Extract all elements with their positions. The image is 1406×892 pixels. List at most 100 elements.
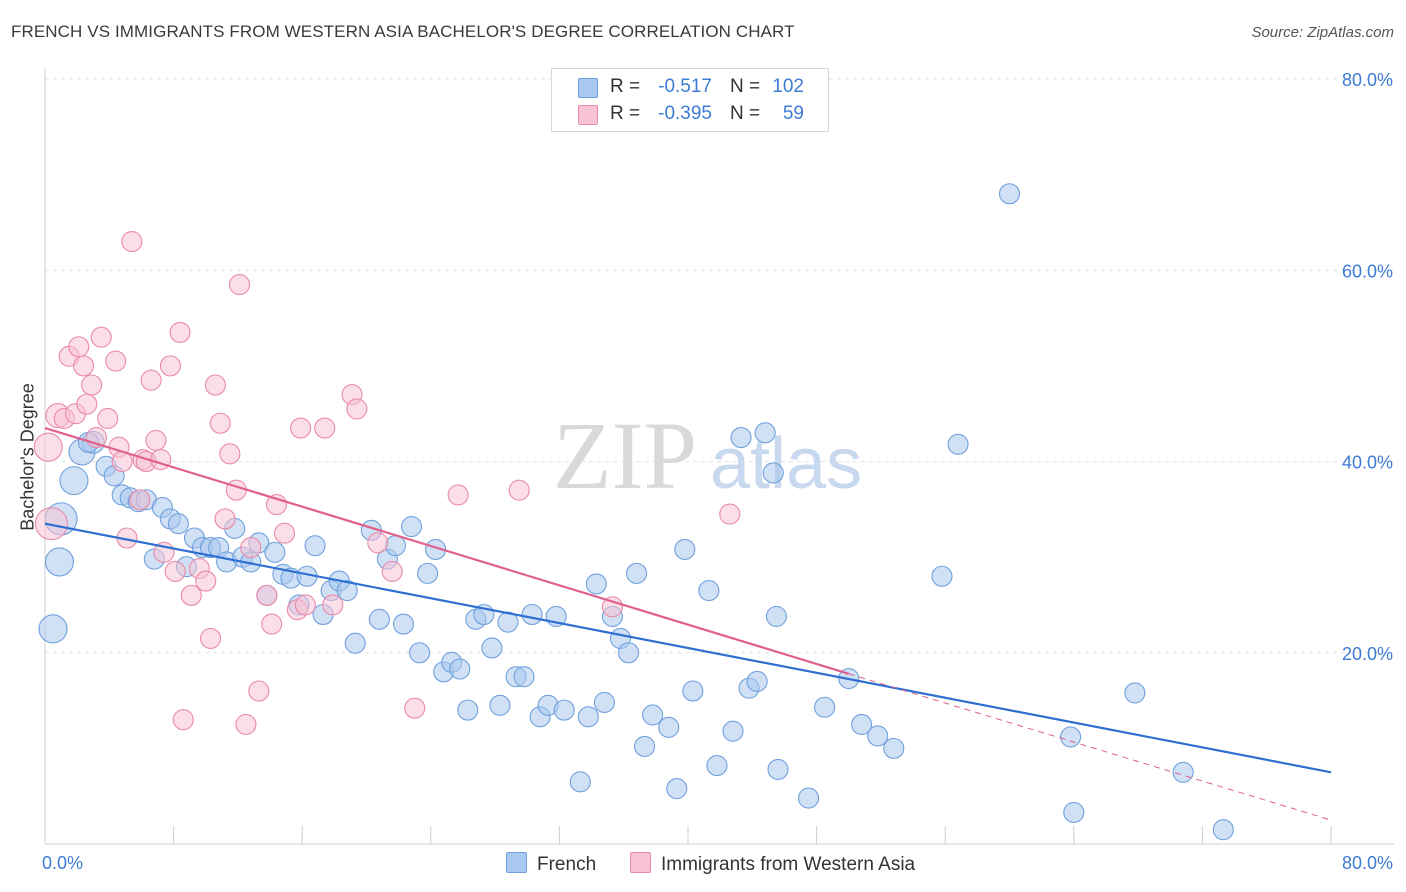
data-point [553,699,575,721]
bottom-legend-label-french: French [537,854,597,875]
data-point [408,642,431,664]
y-tick-label: 80.0% [1342,70,1393,90]
bottom-legend-swatch-western-asia [630,852,651,873]
data-point [404,697,426,719]
data-point [235,713,257,736]
data-point [314,417,336,439]
data-point [762,462,784,484]
legend-r-label: R = [610,103,641,124]
data-point [706,755,728,777]
data-point [626,562,648,584]
data-point [172,709,194,731]
data-point [33,432,63,462]
data-point [145,429,167,452]
data-point [81,374,103,396]
data-point [381,560,403,583]
data-point [489,694,511,716]
data-point [1060,726,1082,748]
data-point [34,507,68,541]
legend-row-western-asia: R = -0.395 N = 59 [552,101,828,127]
data-point [195,570,217,592]
data-point [1212,819,1234,841]
data-point [38,614,68,644]
data-point [617,642,640,664]
data-point [947,433,969,455]
data-point [214,508,236,530]
data-point [248,680,270,702]
chart-source: Source: ZipAtlas.com [1251,24,1394,41]
data-point [447,484,469,506]
data-point [228,274,251,296]
data-point [765,605,787,627]
data-point [601,596,623,618]
tick-labels: 20.0% 40.0% 60.0% 80.0% 0.0% 80.0% [42,70,1393,873]
data-point [642,704,664,726]
legend-r-label: R = [610,76,641,97]
x-tick-label-max: 80.0% [1342,853,1393,873]
bottom-legend-western-asia: Immigrants from Western Asia [630,852,915,876]
watermark-zip: ZIP [553,402,697,509]
data-point [508,479,530,501]
data-point [767,758,789,780]
data-point [209,412,231,434]
legend-r-value: -0.517 [658,76,712,97]
data-point [200,627,222,649]
data-point [140,369,162,391]
data-point [384,535,406,557]
data-point [304,535,326,557]
data-point [698,580,720,602]
data-point [392,613,415,635]
data-point [294,594,316,616]
data-point [867,725,889,747]
data-point [59,466,89,496]
bottom-legend-swatch-french [506,852,527,873]
data-point [97,407,119,430]
data-point [76,393,98,415]
data-point [658,716,680,738]
data-point [998,183,1021,205]
data-point [593,691,615,714]
data-point [264,541,286,563]
data-point [746,670,768,692]
data-point [814,696,836,718]
data-point [219,443,241,465]
trend-line-extension [848,673,1332,821]
data-point [719,503,741,525]
data-point [634,735,656,758]
data-point [240,537,262,559]
data-point [449,658,471,680]
data-point [417,562,439,584]
data-point [167,513,189,535]
correlation-legend: R = -0.517 N = 102 R = -0.395 N = 59 [551,68,829,132]
data-point [1172,761,1194,783]
data-point [674,538,696,561]
x-tick-label-min: 0.0% [42,853,83,873]
legend-n-value: 102 [772,76,804,97]
data-point [521,603,543,626]
data-point [159,355,181,377]
bottom-legend-french: French [506,852,596,876]
series-french [38,183,1234,841]
data-point [261,613,283,635]
data-point [336,580,358,602]
data-point [722,720,744,742]
data-point [730,427,752,449]
data-point [225,479,247,501]
data-point [1063,801,1085,823]
data-point [666,777,688,800]
data-point [931,565,953,587]
data-point [754,422,776,444]
data-point [180,584,202,606]
legend-row-french: R = -0.517 N = 102 [552,74,828,100]
data-point [457,699,479,721]
legend-n-value: 59 [782,103,804,124]
data-point [44,547,75,577]
data-point [346,398,368,420]
trend-line-french [44,522,1332,774]
legend-swatch-western-asia [578,105,598,125]
trend-lines [44,426,1332,821]
data-point [400,515,423,538]
data-point [256,584,278,606]
y-tick-label: 60.0% [1342,261,1393,281]
legend-n-label: N = [730,76,761,97]
